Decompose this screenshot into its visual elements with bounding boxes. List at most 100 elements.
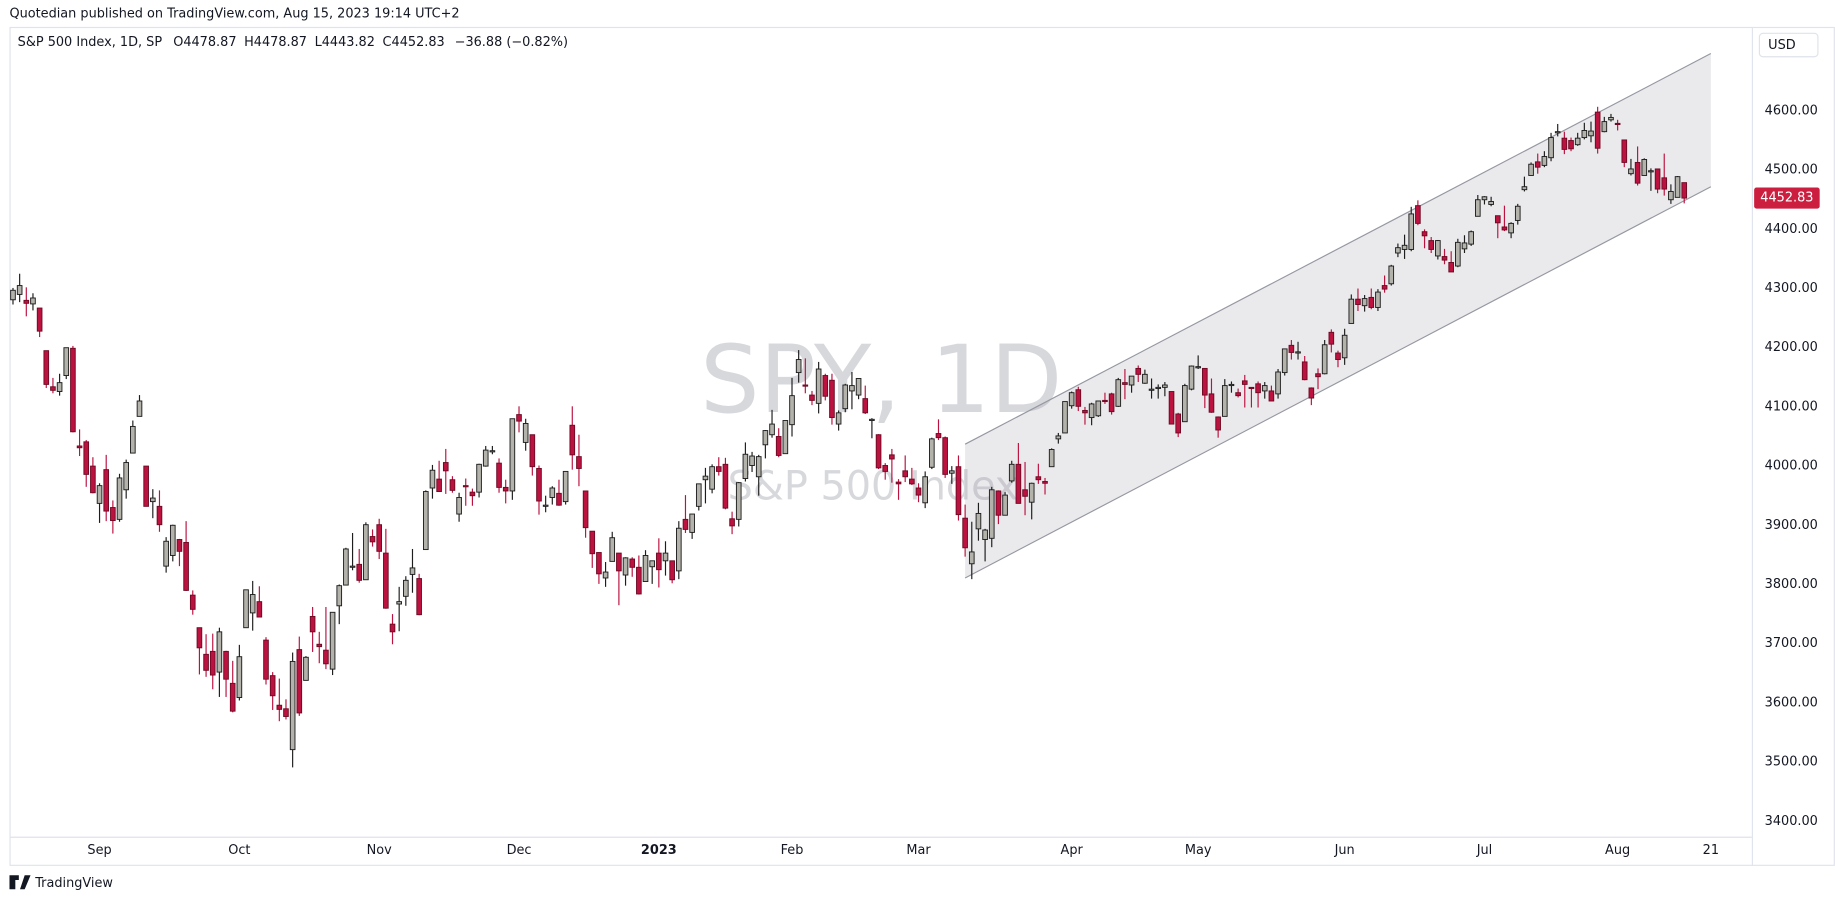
candle-body	[1022, 489, 1028, 497]
candle-body	[449, 479, 456, 491]
candle-body	[243, 589, 249, 629]
candle-body	[1175, 413, 1181, 434]
candle-body	[829, 379, 835, 419]
candle-body	[163, 540, 169, 567]
candle-body	[1641, 159, 1648, 176]
candle-body	[256, 601, 263, 618]
candle-body	[942, 437, 948, 475]
candle-body	[529, 434, 536, 468]
candle-body	[1108, 393, 1115, 413]
candle-body	[948, 470, 955, 474]
candle-body	[536, 467, 542, 502]
candle-body	[1601, 121, 1608, 133]
y-tick-label: 4500.00	[1765, 163, 1818, 178]
candle-body	[156, 505, 163, 526]
candle-body	[76, 445, 83, 449]
candle-body	[1215, 416, 1221, 431]
candle-body	[1441, 256, 1448, 261]
candle-body	[509, 418, 516, 492]
candle-body	[316, 643, 323, 648]
candle-body	[1348, 298, 1355, 324]
pane-border	[9, 26, 1835, 866]
candle-body	[90, 465, 96, 494]
candle-body	[1281, 348, 1288, 374]
x-tick-label: Aug	[1605, 843, 1630, 858]
candle-body	[1668, 190, 1674, 201]
candle-body	[556, 492, 562, 506]
candle-body	[995, 490, 1002, 516]
candle-body	[629, 558, 636, 568]
currency-label[interactable]: USD	[1768, 38, 1796, 53]
candle-body	[383, 552, 389, 609]
candle-body	[70, 347, 76, 433]
candle-body	[709, 466, 715, 490]
candle-body	[329, 611, 336, 670]
candle-body	[469, 491, 476, 497]
candle-body	[542, 504, 549, 507]
x-tick-label: Dec	[507, 843, 532, 858]
candle-body	[363, 524, 369, 581]
candle-body	[216, 631, 223, 673]
candle-body	[1142, 373, 1148, 384]
candle-body	[862, 398, 869, 414]
candle-body	[1574, 137, 1581, 146]
channel-lower	[964, 186, 1712, 579]
candle-body	[1341, 334, 1348, 359]
candle-body	[715, 466, 722, 472]
candle-body	[416, 578, 422, 616]
candle-body	[855, 378, 862, 396]
candle-body	[1068, 392, 1075, 407]
candle-body	[902, 470, 909, 478]
plot-area	[10, 53, 1712, 768]
y-tick-label: 4300.00	[1765, 281, 1818, 296]
x-tick-label: Jul	[1476, 843, 1493, 858]
candle-body	[849, 385, 855, 392]
candle-body	[1568, 140, 1574, 150]
candle-body	[576, 456, 582, 469]
candle-body	[1674, 176, 1681, 198]
candle-body	[935, 433, 942, 439]
candle-body	[782, 420, 789, 455]
candle-body	[676, 527, 682, 572]
candle-body	[1128, 375, 1135, 386]
candle-body	[296, 649, 303, 714]
candle-body	[176, 539, 183, 552]
candle-body	[842, 384, 849, 410]
candle-body	[309, 615, 316, 633]
candle-body	[1241, 380, 1248, 385]
candle-body	[1002, 494, 1008, 516]
legend-high-value: 4478.87	[254, 35, 307, 50]
candle-body	[1248, 386, 1255, 390]
candle-body	[1481, 196, 1488, 201]
candle-body	[1375, 291, 1381, 308]
candle-body	[1461, 242, 1468, 250]
x-tick-label: 21	[1703, 843, 1719, 858]
brand-logo: TradingView	[9, 875, 113, 891]
candle-body	[1182, 385, 1188, 423]
logo-icon	[9, 875, 31, 890]
candle-body	[689, 513, 695, 533]
x-tick-label: Nov	[367, 843, 392, 858]
candle-body	[1055, 435, 1062, 440]
candle-body	[1162, 384, 1168, 388]
candle-body	[96, 485, 103, 504]
legend-high-key: H	[244, 35, 254, 50]
candle-body	[403, 579, 409, 597]
y-tick-label: 4600.00	[1765, 103, 1818, 118]
candle-body	[10, 289, 16, 301]
candle-body	[276, 704, 283, 710]
legend-open-value: 4478.87	[183, 35, 236, 50]
candle-body	[1388, 265, 1395, 285]
candle-body	[929, 438, 935, 468]
candle-body	[110, 507, 116, 522]
candle-body	[456, 497, 462, 515]
currency-button[interactable]	[1758, 32, 1819, 58]
candle-body	[396, 601, 402, 605]
candle-body	[835, 412, 842, 425]
candle-body	[582, 490, 589, 529]
candle-body	[815, 368, 822, 404]
legend: S&P 500 Index, 1D, SP O4478.87 H4478.87 …	[18, 35, 568, 50]
candle-body	[1315, 373, 1321, 378]
candle-body	[988, 489, 995, 539]
candle-body	[1295, 351, 1301, 354]
